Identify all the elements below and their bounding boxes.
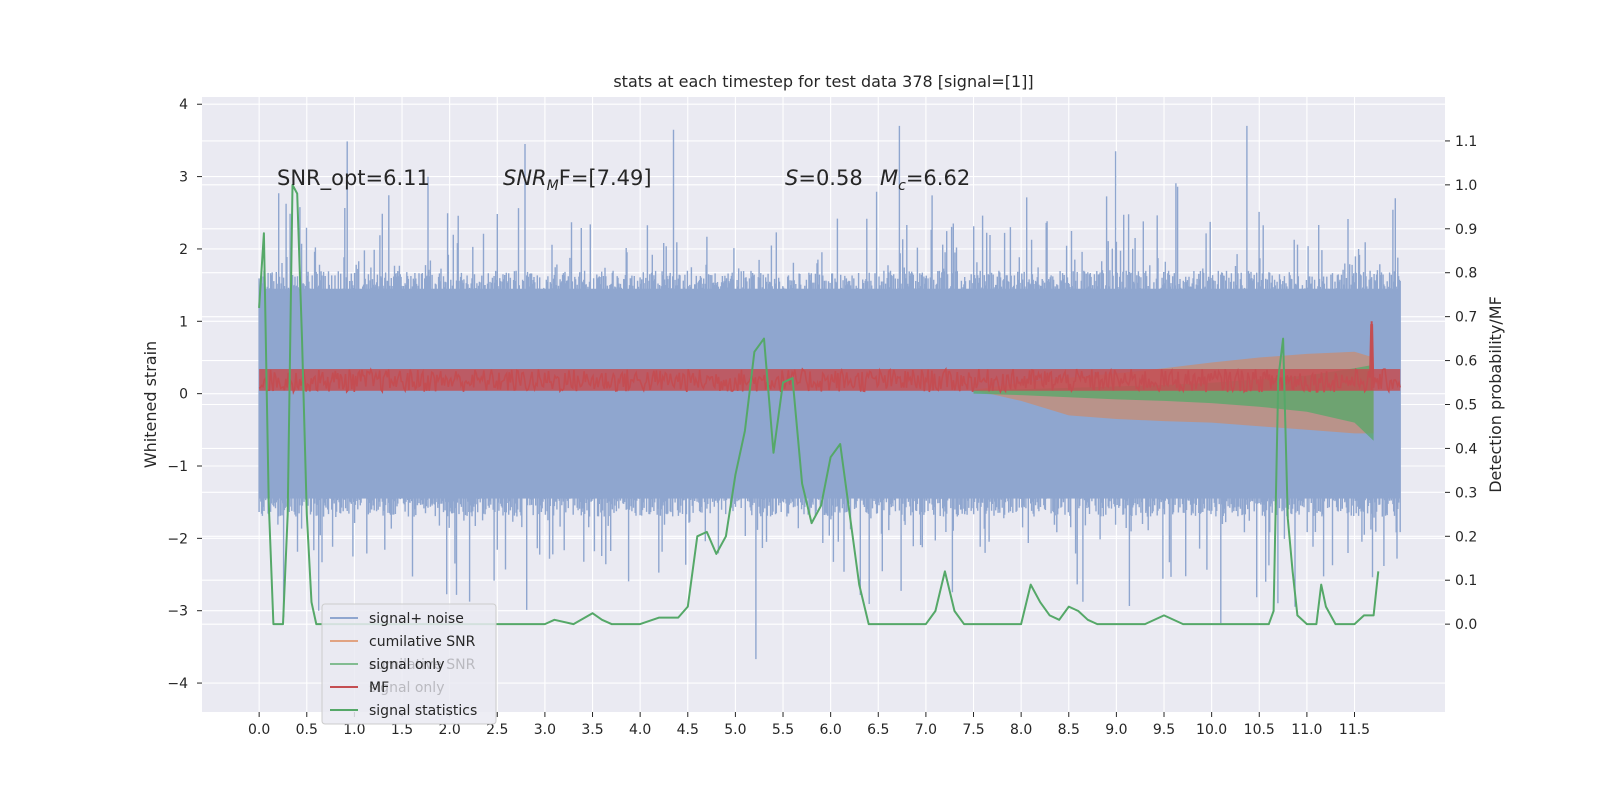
x-tick-label: 4.5 bbox=[677, 722, 699, 738]
annotation-s-italic: S bbox=[785, 166, 798, 190]
legend-box bbox=[321, 603, 497, 725]
y-axis-label: Whitened strain bbox=[141, 341, 160, 468]
x-tick-label: 11.0 bbox=[1291, 722, 1322, 738]
x-tick-label: 6.5 bbox=[867, 722, 889, 738]
legend-label: signal statistics bbox=[369, 703, 477, 719]
x-tick-label: 11.5 bbox=[1339, 722, 1370, 738]
y-tick-label: −4 bbox=[167, 676, 188, 692]
x-tick-label: 4.0 bbox=[629, 722, 651, 738]
annotation-snr-mf-italic: SNR bbox=[503, 166, 547, 190]
annotation-mc-tail: =6.62 bbox=[906, 166, 970, 190]
x-tick-label: 8.5 bbox=[1058, 722, 1080, 738]
x-tick-label: 3.0 bbox=[534, 722, 556, 738]
x-tick-label: 5.5 bbox=[772, 722, 794, 738]
x-tick-label: 10.0 bbox=[1196, 722, 1227, 738]
y-right-tick-label: 1.1 bbox=[1455, 134, 1477, 150]
y-right-tick-label: 0.8 bbox=[1455, 266, 1477, 282]
annotation-mc-sub: c bbox=[898, 178, 906, 194]
x-tick-label: 6.0 bbox=[820, 722, 842, 738]
y-right-tick-label: 0.0 bbox=[1455, 617, 1477, 633]
legend-ghost-label: signal only bbox=[369, 680, 444, 696]
y-right-tick-label: 0.5 bbox=[1455, 398, 1477, 414]
y-axis-right-label: Detection probability/MF bbox=[1486, 296, 1505, 493]
x-tick-label: 10.5 bbox=[1244, 722, 1275, 738]
y-right-tick-label: 0.4 bbox=[1455, 441, 1477, 457]
x-tick-label: 0.5 bbox=[296, 722, 318, 738]
annotation-mc-italic: M bbox=[880, 166, 898, 190]
y-tick-label: 4 bbox=[179, 97, 188, 113]
x-tick-label: 7.0 bbox=[915, 722, 937, 738]
y-right-tick-label: 0.7 bbox=[1455, 310, 1477, 326]
tick-layer: 0.0 0.5 1.0 1.5 2.0 2.5 3.0 3.5 4.0 4.5 5.0 5.5 6.0 6… bbox=[167, 97, 1477, 738]
legend-label: cumilative SNR bbox=[369, 634, 476, 650]
y-right-tick-label: 1.0 bbox=[1455, 178, 1477, 194]
x-tick-label: 0.0 bbox=[248, 722, 270, 738]
y-tick-label: −1 bbox=[167, 459, 188, 475]
x-tick-label: 2.0 bbox=[439, 722, 461, 738]
y-tick-label: 1 bbox=[179, 314, 188, 330]
annotation-snr-opt: SNR_opt=6.11 bbox=[277, 166, 430, 191]
x-tick-label: 9.5 bbox=[1153, 722, 1175, 738]
y-right-tick-label: 0.6 bbox=[1455, 354, 1477, 370]
annotation-s: S=0.58 bbox=[785, 166, 863, 190]
y-tick-label: −2 bbox=[167, 531, 188, 547]
x-tick-label: 5.0 bbox=[724, 722, 746, 738]
y-right-tick-label: 0.2 bbox=[1455, 529, 1477, 545]
annotation-snr-mf: SNRMF=[7.49] bbox=[503, 166, 652, 194]
y-tick-label: 0 bbox=[179, 387, 188, 403]
x-tick-label: 2.5 bbox=[486, 722, 508, 738]
x-tick-label: 1.5 bbox=[391, 722, 413, 738]
annotation-snr-mf-tail: F=[7.49] bbox=[559, 166, 652, 190]
chart-title: stats at each timestep for test data 378… bbox=[613, 72, 1033, 91]
x-tick-label: 1.0 bbox=[343, 722, 365, 738]
x-tick-label: 9.0 bbox=[1105, 722, 1127, 738]
y-right-tick-label: 0.1 bbox=[1455, 573, 1477, 589]
annotation-snr-mf-sub: M bbox=[547, 178, 559, 194]
x-tick-label: 7.5 bbox=[962, 722, 984, 738]
x-tick-label: 3.5 bbox=[581, 722, 603, 738]
y-right-tick-label: 0.9 bbox=[1455, 222, 1477, 238]
y-right-tick-label: 0.3 bbox=[1455, 485, 1477, 501]
y-tick-label: 3 bbox=[179, 170, 188, 186]
mf-layer bbox=[258, 321, 1401, 396]
annotation-s-tail: =0.58 bbox=[798, 166, 862, 190]
y-tick-label: −3 bbox=[167, 604, 188, 620]
legend-label: signal only bbox=[369, 657, 444, 673]
y-tick-label: 2 bbox=[179, 242, 188, 258]
legend-label: signal+ noise bbox=[369, 611, 464, 627]
mf-core bbox=[259, 369, 1401, 391]
annotation-mc: Mc=6.62 bbox=[880, 166, 970, 194]
legend-label: MF bbox=[369, 680, 389, 696]
x-tick-label: 8.0 bbox=[1010, 722, 1032, 738]
legend-ghost-label: cumilative SNR bbox=[369, 657, 476, 673]
